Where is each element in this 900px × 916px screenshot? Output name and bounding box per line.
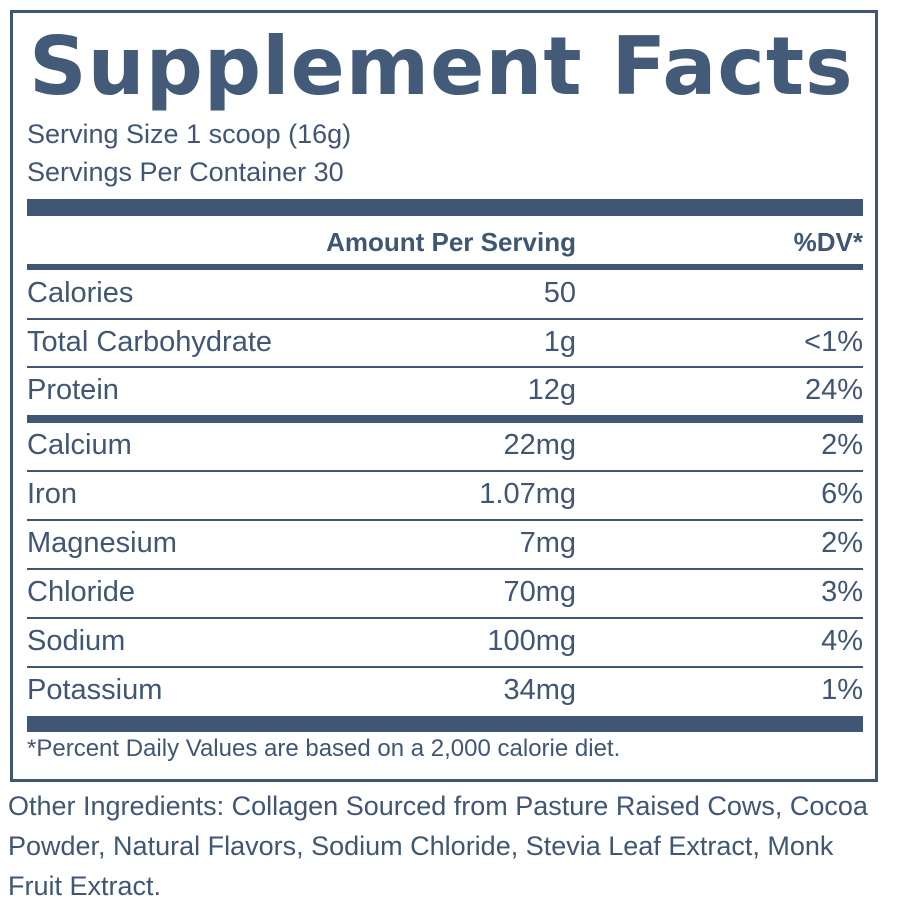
nutrient-amount: 50 — [543, 277, 576, 309]
supplement-facts-panel: Supplement Facts Serving Size 1 scoop (1… — [10, 10, 878, 782]
header-divider — [27, 264, 863, 270]
nutrient-dv: 2% — [821, 429, 863, 461]
dv-footnote: *Percent Daily Values are based on a 2,0… — [27, 735, 621, 762]
nutrient-amount: 34mg — [503, 674, 576, 706]
nutrient-amount: 22mg — [503, 429, 576, 461]
row-divider — [27, 470, 863, 472]
nutrient-row-sodium: Sodium 100mg 4% — [27, 619, 863, 663]
nutrient-dv: 4% — [821, 625, 863, 657]
other-ingredients: Other Ingredients: Collagen Sourced from… — [8, 791, 868, 901]
nutrient-name: Protein — [27, 374, 119, 406]
nutrient-name: Potassium — [27, 674, 163, 706]
dv-header: %DV* — [793, 227, 863, 257]
nutrient-amount: 1g — [543, 326, 576, 358]
serving-size: Serving Size 1 scoop (16g) — [27, 119, 352, 149]
amount-per-serving-header: Amount Per Serving — [326, 227, 576, 257]
nutrient-dv: 24% — [804, 374, 863, 406]
nutrient-dv: 3% — [821, 576, 863, 608]
row-divider — [27, 568, 863, 570]
row-divider — [27, 318, 863, 320]
nutrient-name: Magnesium — [27, 527, 177, 559]
section-divider — [27, 415, 863, 423]
nutrient-amount: 70mg — [503, 576, 576, 608]
nutrient-row-chloride: Chloride 70mg 3% — [27, 570, 863, 614]
nutrient-amount: 1.07mg — [479, 478, 576, 510]
nutrient-row-calories: Calories 50 — [27, 271, 863, 315]
nutrient-name: Total Carbohydrate — [27, 326, 273, 358]
nutrient-dv: <1% — [804, 326, 863, 358]
nutrient-row-iron: Iron 1.07mg 6% — [27, 472, 863, 516]
nutrient-row-calcium: Calcium 22mg 2% — [27, 423, 863, 467]
nutrient-row-total-carbohydrate: Total Carbohydrate 1g <1% — [27, 320, 863, 364]
nutrient-amount: 100mg — [487, 625, 576, 657]
servings-per-container: Servings Per Container 30 — [27, 157, 344, 187]
row-divider — [27, 617, 863, 619]
nutrient-dv: 2% — [821, 527, 863, 559]
nutrient-row-potassium: Potassium 34mg 1% — [27, 668, 863, 712]
nutrient-name: Chloride — [27, 576, 135, 608]
panel-title: Supplement Facts — [29, 20, 854, 113]
nutrient-row-protein: Protein 12g 24% — [27, 368, 863, 412]
nutrient-name: Sodium — [27, 625, 126, 657]
column-header-row: Amount Per Serving %DV* — [27, 219, 863, 265]
top-thick-divider — [27, 199, 863, 216]
row-divider — [27, 366, 863, 368]
nutrient-name: Calcium — [27, 429, 132, 461]
nutrient-amount: 7mg — [519, 527, 576, 559]
nutrient-amount: 12g — [527, 374, 576, 406]
nutrient-dv: 1% — [821, 674, 863, 706]
nutrient-row-magnesium: Magnesium 7mg 2% — [27, 521, 863, 565]
nutrient-dv: 6% — [821, 478, 863, 510]
row-divider — [27, 666, 863, 668]
nutrient-name: Iron — [27, 478, 77, 510]
row-divider — [27, 519, 863, 521]
nutrient-name: Calories — [27, 277, 134, 309]
bottom-thick-divider — [27, 716, 863, 732]
